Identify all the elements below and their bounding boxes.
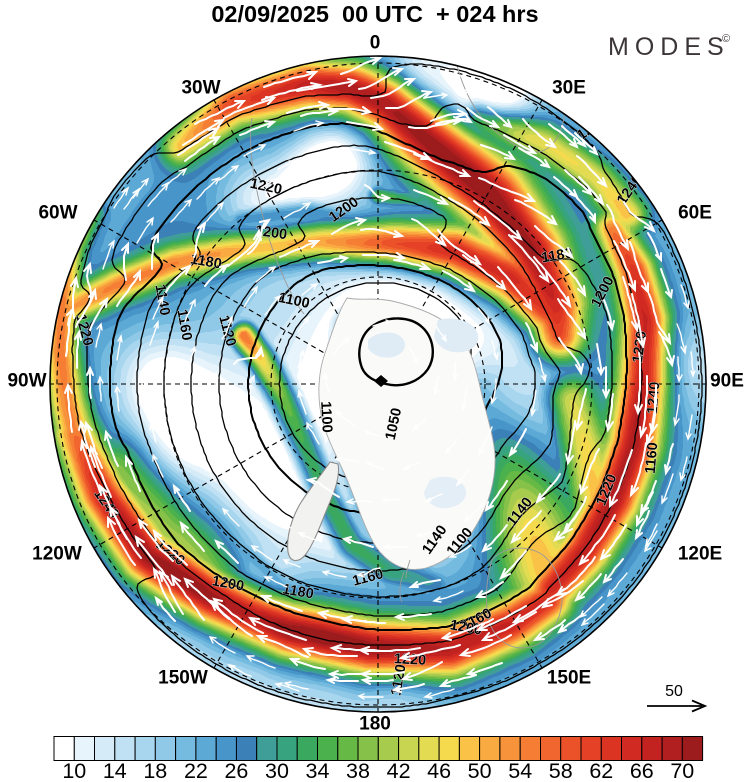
svg-text:60W: 60W bbox=[38, 203, 77, 224]
svg-text:46: 46 bbox=[427, 759, 451, 782]
svg-text:02/09/2025 00 UTC + 024 hrs: 02/09/2025 00 UTC + 024 hrs bbox=[211, 1, 538, 27]
svg-text:90W: 90W bbox=[7, 371, 46, 392]
svg-text:60E: 60E bbox=[678, 203, 712, 224]
svg-text:30W: 30W bbox=[181, 78, 220, 99]
svg-text:1160: 1160 bbox=[173, 308, 194, 342]
svg-text:MODES: MODES bbox=[608, 33, 730, 61]
svg-text:0: 0 bbox=[370, 33, 381, 54]
svg-text:180: 180 bbox=[359, 714, 391, 735]
svg-text:1160: 1160 bbox=[643, 442, 662, 475]
svg-text:10: 10 bbox=[62, 759, 86, 782]
svg-text:66: 66 bbox=[630, 759, 654, 782]
svg-text:50: 50 bbox=[468, 759, 492, 782]
svg-text:150W: 150W bbox=[158, 668, 208, 689]
svg-text:70: 70 bbox=[670, 759, 694, 782]
svg-text:©: © bbox=[722, 33, 730, 45]
svg-text:22: 22 bbox=[184, 759, 208, 782]
svg-text:58: 58 bbox=[549, 759, 573, 782]
svg-text:42: 42 bbox=[387, 759, 411, 782]
svg-text:1100: 1100 bbox=[317, 401, 335, 433]
svg-text:34: 34 bbox=[306, 759, 330, 782]
svg-text:120E: 120E bbox=[678, 544, 722, 565]
svg-text:1050: 1050 bbox=[383, 407, 405, 442]
svg-text:62: 62 bbox=[589, 759, 613, 782]
svg-text:18: 18 bbox=[143, 759, 167, 782]
svg-text:26: 26 bbox=[224, 759, 248, 782]
svg-text:30E: 30E bbox=[552, 78, 586, 99]
svg-text:38: 38 bbox=[346, 759, 370, 782]
svg-text:54: 54 bbox=[508, 759, 532, 782]
svg-text:1180: 1180 bbox=[189, 251, 223, 272]
svg-text:1200: 1200 bbox=[211, 573, 246, 594]
svg-text:150E: 150E bbox=[547, 668, 591, 689]
svg-text:30: 30 bbox=[265, 759, 289, 782]
svg-text:90E: 90E bbox=[710, 371, 744, 392]
svg-text:1180: 1180 bbox=[281, 581, 315, 602]
svg-text:14: 14 bbox=[103, 759, 127, 782]
svg-text:50: 50 bbox=[665, 683, 683, 700]
svg-text:120W: 120W bbox=[32, 544, 82, 565]
